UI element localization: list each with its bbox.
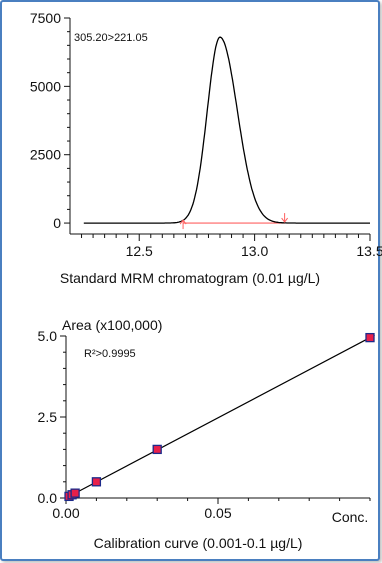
chromatogram-y-tick-label: 2500 (30, 147, 61, 163)
chromatogram-x-tick-label: 12.5 (126, 243, 153, 259)
chromatogram-y-tick-label: 7500 (30, 10, 61, 26)
integration-marker-arrowhead (179, 219, 187, 225)
calibration-ylabel: Area (x100,000) (62, 317, 162, 333)
calibration-fit-line (65, 334, 375, 499)
chromatogram-axes: 0 2500 5000 7500 12.5 13.0 13.5 (30, 10, 382, 259)
calibration-x-tick-label: 0.00 (52, 505, 79, 521)
integration-marker-arrowhead (281, 217, 289, 223)
calibration-y-tick-label: 5.0 (38, 328, 58, 344)
calibration-annotation: R²>0.9995 (84, 348, 136, 360)
chromatogram-y-tick-label: 5000 (30, 78, 61, 94)
calibration-point (70, 488, 80, 498)
calibration-xlabel: Conc. (332, 509, 369, 525)
calibration-y-tick-label: 0.0 (38, 490, 58, 506)
chromatogram-annotation: 305.20>221.05 (74, 32, 148, 44)
calibration-caption: Calibration curve (0.001-0.1 µg/L) (94, 535, 303, 551)
chromatogram-trace (83, 36, 370, 224)
calibration-y-tick-label: 2.5 (38, 409, 58, 425)
calibration-point (91, 477, 102, 487)
calibration-axes: 0.0 2.5 5.0 0.00 0.05 (38, 328, 371, 521)
calibration-point (365, 332, 375, 343)
calibration-point (152, 444, 162, 455)
calibration-marks (64, 332, 375, 502)
chromatogram-caption: Standard MRM chromatogram (0.01 µg/L) (60, 270, 320, 286)
chromatogram-x-tick-label: 13.5 (356, 243, 382, 259)
chromatogram-marks (83, 36, 370, 230)
chromatogram-x-tick-label: 13.0 (241, 243, 268, 259)
calibration-x-tick-label: 0.05 (204, 505, 231, 521)
chromatogram-y-tick-label: 0 (53, 215, 61, 231)
